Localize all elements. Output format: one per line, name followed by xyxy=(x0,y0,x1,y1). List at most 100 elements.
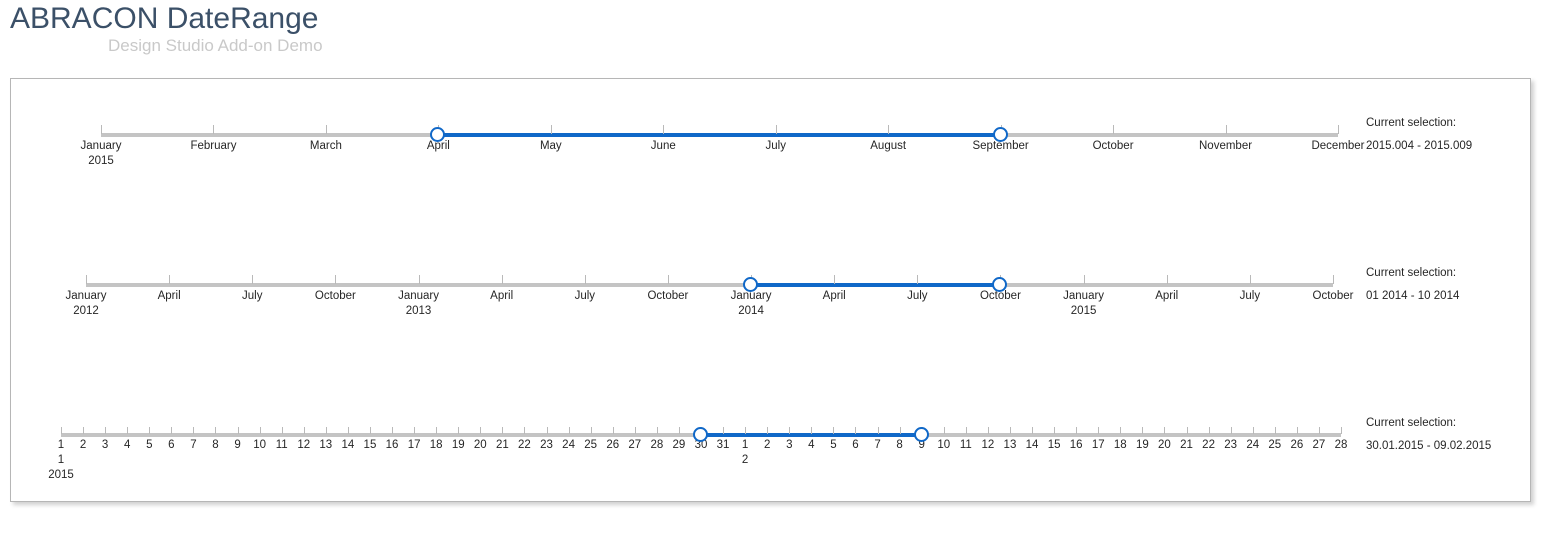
tick-label-primary: 2 xyxy=(764,439,771,451)
tick-label-primary: December xyxy=(1311,140,1365,152)
slider-tick xyxy=(943,427,945,434)
tick-label-primary: 27 xyxy=(628,439,642,451)
slider-tick xyxy=(215,427,217,434)
tick-label-primary: 4 xyxy=(808,439,815,451)
slider-tick-label: 12 xyxy=(981,438,994,453)
page-subtitle: Design Studio Add-on Demo xyxy=(108,36,323,55)
slider-tick-label: July xyxy=(242,289,262,304)
slider-tick-label: March xyxy=(310,139,342,154)
tick-label-primary: 19 xyxy=(451,439,465,451)
slider-tick-label: May xyxy=(540,139,562,154)
page-title: ABRACON DateRange xyxy=(10,2,319,35)
tick-label-primary: April xyxy=(822,290,846,302)
tick-label-primary: 12 xyxy=(981,439,995,451)
slider-selected-range[interactable] xyxy=(438,133,1001,137)
tick-label-primary: 23 xyxy=(1224,439,1238,451)
slider-tick-label: August xyxy=(870,139,906,154)
slider-handle-end[interactable] xyxy=(913,427,929,442)
slider-tick xyxy=(171,427,173,434)
slider-selected-range[interactable] xyxy=(701,433,922,437)
tick-label-secondary: 2015 xyxy=(1070,305,1097,317)
tick-label-primary: 26 xyxy=(606,439,620,451)
slider-track-area[interactable]: 1 1 2015 2 3 4 5 6 7 8 9 10 11 12 13 14 15 16 17 18 19 20 21 22… xyxy=(11,417,1532,527)
slider-tick-label: January 2012 xyxy=(66,289,107,319)
slider-tick xyxy=(502,427,504,434)
slider-tick xyxy=(546,427,548,434)
tick-label-primary: August xyxy=(870,140,907,152)
slider-tick xyxy=(1249,275,1251,284)
slider-handle-start[interactable] xyxy=(743,277,759,292)
slider-tick xyxy=(149,427,151,434)
current-selection-label: Current selection: xyxy=(1366,267,1457,279)
slider-tick-label: 8 xyxy=(896,438,902,453)
slider-tick-label: 21 xyxy=(496,438,509,453)
slider-handle-start[interactable] xyxy=(430,127,446,142)
slider-tick-label: October xyxy=(1313,289,1354,304)
slider-tick-label: November xyxy=(1199,139,1252,154)
tick-label-primary: 3 xyxy=(786,439,793,451)
slider-tick xyxy=(767,427,769,434)
slider-track-area[interactable]: January 2012 April July October January 2013 Ap… xyxy=(11,267,1532,377)
slider-tick-label: 16 xyxy=(1070,438,1083,453)
slider-tick xyxy=(347,427,349,434)
slider-tick xyxy=(1341,427,1342,434)
slider-tick xyxy=(663,125,665,134)
current-selection-value: 2015.004 - 2015.009 xyxy=(1366,140,1473,152)
slider-tick xyxy=(480,427,482,434)
tick-label-primary: 10 xyxy=(253,439,267,451)
daterange-slider-daily-jan-feb-2015[interactable]: 1 1 2015 2 3 4 5 6 7 8 9 10 11 12 13 14 15 16 17 18 19 20 21 22… xyxy=(11,417,1530,537)
slider-tick xyxy=(789,427,791,434)
daterange-slider-monthly-2015[interactable]: January 2015 February March April May June July… xyxy=(11,117,1530,237)
slider-track[interactable] xyxy=(86,283,1333,287)
tick-label-secondary: 2012 xyxy=(73,305,99,317)
slider-tick xyxy=(1225,125,1227,134)
slider-tick-label: 25 xyxy=(584,438,597,453)
slider-tick-label: 27 xyxy=(1313,438,1326,453)
tick-label-primary: 8 xyxy=(896,439,903,451)
slider-tick xyxy=(1338,125,1339,134)
slider-tick xyxy=(634,427,636,434)
slider-tick xyxy=(590,427,592,434)
slider-tick-label: April xyxy=(490,289,513,304)
tick-label-primary: 7 xyxy=(874,439,881,451)
tick-label-primary: 16 xyxy=(1069,439,1083,451)
slider-tick-label: 4 xyxy=(124,438,130,453)
slider-tick-label: 15 xyxy=(1048,438,1061,453)
slider-handle-end[interactable] xyxy=(992,127,1008,142)
tick-label-primary: 5 xyxy=(830,439,837,451)
tick-label-primary: 15 xyxy=(363,439,377,451)
slider-tick-label: 6 xyxy=(168,438,174,453)
slider-tick-label: 10 xyxy=(253,438,266,453)
slider-tick-label: 24 xyxy=(562,438,575,453)
slider-tick xyxy=(1208,427,1210,434)
slider-tick xyxy=(1164,427,1166,434)
slider-tick-label: February xyxy=(190,139,236,154)
slider-selected-range[interactable] xyxy=(751,283,1001,287)
tick-label-primary: February xyxy=(190,140,237,152)
tick-label-primary: October xyxy=(647,290,689,302)
tick-label-primary: 16 xyxy=(385,439,399,451)
tick-label-primary: 19 xyxy=(1135,439,1149,451)
slider-tick-label: 7 xyxy=(874,438,880,453)
slider-tick xyxy=(169,275,171,284)
slider-tick xyxy=(584,275,586,284)
slider-tick xyxy=(1186,427,1188,434)
slider-tick-label: January 2013 xyxy=(398,289,439,319)
tick-label-primary: 9 xyxy=(918,439,925,451)
daterange-slider-quarterly-2012-2015[interactable]: January 2012 April July October January 2013 Ap… xyxy=(11,267,1530,387)
slider-tick xyxy=(458,427,460,434)
tick-label-primary: 13 xyxy=(319,439,333,451)
slider-tick-label: June xyxy=(651,139,676,154)
slider-handle-end[interactable] xyxy=(992,277,1008,292)
slider-tick-label: 22 xyxy=(1202,438,1215,453)
tick-label-primary: 30 xyxy=(694,439,708,451)
page-header: ABRACON DateRange Design Studio Add-on D… xyxy=(0,0,1543,72)
tick-label-primary: 4 xyxy=(124,439,131,451)
tick-label-secondary: 2014 xyxy=(738,305,764,317)
slider-track-area[interactable]: January 2015 February March April May June July… xyxy=(11,117,1532,227)
slider-handle-start[interactable] xyxy=(693,427,708,442)
tick-label-primary: 25 xyxy=(1268,439,1282,451)
tick-label-primary: 26 xyxy=(1290,439,1304,451)
slider-tick-label: 29 xyxy=(673,438,686,453)
slider-tick-label: 5 xyxy=(146,438,152,453)
